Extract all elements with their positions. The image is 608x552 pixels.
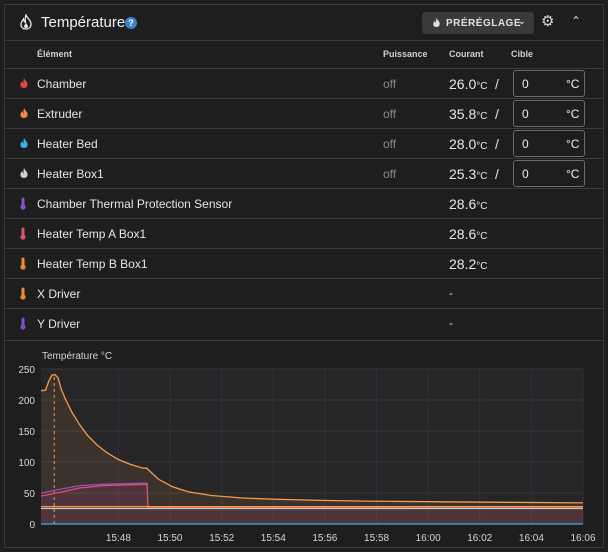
chart-canvas[interactable]: 0 50 100 150 200 250 15:48 15:50 15:52 15:54 15:5… — [5, 341, 603, 548]
thermometer-icon — [20, 257, 26, 270]
sensor-current: 28.6°C — [449, 196, 488, 212]
thermometer-icon — [20, 227, 26, 240]
heater-name[interactable]: Chamber — [37, 77, 87, 91]
driver-row: Y Driver - — [5, 308, 603, 338]
sensor-row: Heater Temp A Box1 28.6°C — [5, 218, 603, 248]
chart-xtick-label: 15:52 — [209, 533, 234, 544]
chart-ytick-label: 200 — [18, 396, 35, 407]
target-input[interactable]: 0 °C — [513, 70, 585, 97]
preset-button[interactable]: PRÉRÉGLAGE ⌄ — [422, 12, 534, 34]
driver-name[interactable]: X Driver — [37, 287, 81, 301]
chart-xtick-label: 16:06 — [570, 533, 595, 544]
driver-current: - — [449, 316, 453, 330]
flame-icon — [20, 14, 32, 30]
heater-current: 28.0°C — [449, 136, 488, 152]
help-icon[interactable]: ? — [125, 17, 137, 29]
separator: / — [495, 166, 499, 182]
driver-name[interactable]: Y Driver — [37, 317, 81, 331]
driver-current: - — [449, 286, 453, 300]
chart-xtick-label: 16:04 — [519, 533, 544, 544]
heater-power: off — [383, 137, 397, 151]
temperature-chart[interactable]: 0 50 100 150 200 250 15:48 15:50 15:52 15:54 15:5… — [5, 340, 603, 547]
separator: / — [495, 106, 499, 122]
preset-label: PRÉRÉGLAGE — [446, 18, 522, 29]
chart-area — [41, 484, 583, 524]
flame-icon — [20, 78, 28, 88]
chart-series-line — [40, 483, 583, 509]
heater-current: 26.0°C — [449, 76, 488, 92]
chevron-down-icon: ⌄ — [518, 16, 527, 26]
chart-area — [41, 483, 583, 524]
temperature-panel: Température ? PRÉRÉGLAGE ⌄ ⚙ ⌃ Élément P… — [4, 4, 604, 548]
target-input[interactable]: 0 °C — [513, 160, 585, 187]
chart-ytick-label: 250 — [18, 365, 35, 376]
heater-name[interactable]: Extruder — [37, 107, 83, 121]
panel-header: Température ? PRÉRÉGLAGE ⌄ ⚙ ⌃ — [5, 5, 603, 41]
chart-title: Température °C — [42, 351, 112, 362]
chart-xtick-label: 16:00 — [416, 533, 441, 544]
thermometer-icon — [20, 287, 26, 300]
chart-xtick-label: 15:58 — [364, 533, 389, 544]
flame-icon — [20, 108, 28, 118]
chart-ytick-label: 0 — [29, 520, 35, 531]
separator: / — [495, 76, 499, 92]
heater-name[interactable]: Heater Box1 — [37, 167, 104, 181]
column-header-power: Puissance — [383, 49, 428, 59]
flame-icon — [20, 138, 28, 148]
chevron-up-icon[interactable]: ⌃ — [571, 14, 582, 28]
chart-xtick-label: 15:50 — [157, 533, 182, 544]
heater-power: off — [383, 77, 397, 91]
sensor-row: Heater Temp B Box1 28.2°C — [5, 248, 603, 278]
heater-row-heater-bed: Heater Bed off 28.0°C / 0 °C — [5, 128, 603, 158]
column-header-element: Élément — [37, 49, 73, 59]
thermometer-icon — [20, 317, 26, 330]
thermometer-icon — [20, 197, 26, 210]
heater-current: 35.8°C — [449, 106, 488, 122]
chart-xtick-label: 15:54 — [261, 533, 286, 544]
chart-xtick-label: 15:56 — [312, 533, 337, 544]
chart-ytick-label: 50 — [24, 489, 36, 500]
chart-xtick-label: 15:48 — [106, 533, 131, 544]
heater-power: off — [383, 167, 397, 181]
heater-power: off — [383, 107, 397, 121]
target-input[interactable]: 0 °C — [513, 130, 585, 157]
heater-row-heater-box1: Heater Box1 off 25.3°C / 0 °C — [5, 158, 603, 188]
chart-plot-area — [41, 369, 583, 524]
sensor-row: Chamber Thermal Protection Sensor 28.6°C — [5, 188, 603, 218]
panel-title: Température — [41, 14, 126, 31]
sensor-current: 28.6°C — [449, 226, 488, 242]
chart-series-line — [40, 373, 584, 504]
sensor-name[interactable]: Heater Temp B Box1 — [37, 257, 148, 271]
heater-name[interactable]: Heater Bed — [37, 137, 98, 151]
heater-row-extruder: Extruder off 35.8°C / 0 °C — [5, 98, 603, 128]
column-header-current: Courant — [449, 49, 484, 59]
sensor-name[interactable]: Chamber Thermal Protection Sensor — [37, 197, 233, 211]
sensor-current: 28.2°C — [449, 256, 488, 272]
chart-ytick-label: 100 — [18, 458, 35, 469]
heater-current: 25.3°C — [449, 166, 488, 182]
chart-xtick-label: 16:02 — [467, 533, 492, 544]
sensor-name[interactable]: Heater Temp A Box1 — [37, 227, 147, 241]
flame-icon — [20, 168, 28, 178]
column-header-target: Cible — [511, 49, 534, 59]
chart-ytick-label: 150 — [18, 427, 35, 438]
heater-row-chamber: Chamber off 26.0°C / 0 °C — [5, 68, 603, 98]
target-input[interactable]: 0 °C — [513, 100, 585, 127]
flame-icon — [433, 18, 440, 27]
gear-icon[interactable]: ⚙ — [541, 13, 555, 30]
driver-row: X Driver - — [5, 278, 603, 308]
separator: / — [495, 136, 499, 152]
